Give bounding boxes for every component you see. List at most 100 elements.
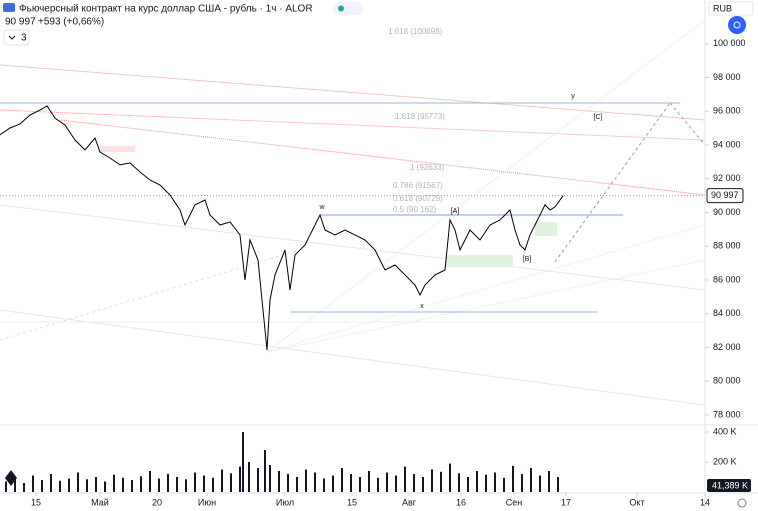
volume-bar (230, 473, 232, 492)
volume-bar (264, 450, 266, 492)
chevron (8, 35, 16, 40)
y-tick-label: 80 000 (713, 376, 741, 386)
annotation: x (420, 303, 424, 310)
volume-bar (278, 471, 280, 492)
trend-line (266, 19, 706, 353)
volume-bar (413, 474, 415, 492)
trend-line (266, 224, 706, 353)
volume-bar (185, 479, 187, 492)
y-tick-label: 86 000 (713, 274, 741, 284)
y-tick-label: 94 000 (713, 139, 741, 149)
x-tick-label: 20 (152, 497, 162, 507)
volume-bar (95, 477, 97, 492)
currency-selector[interactable] (708, 1, 754, 16)
x-tick-label: 17 (561, 497, 571, 507)
volume-bar (377, 477, 379, 492)
volume-bar (485, 474, 487, 492)
volume-bar (350, 474, 352, 492)
y2-tick-label: 400 K (713, 426, 737, 436)
trend-line (59, 119, 706, 196)
volume-bar (194, 472, 196, 492)
volume-bar (359, 477, 361, 492)
x-tick-label: Авг (402, 497, 417, 507)
x-tick-label: Июн (198, 497, 216, 507)
zone (535, 222, 557, 236)
last-volume-label: 41,389 K (712, 480, 748, 490)
volume-bar (494, 472, 496, 492)
volume-bar (440, 471, 442, 492)
volume-bar (77, 472, 79, 492)
y-tick-label: 90 000 (713, 207, 741, 217)
volume-bar (113, 474, 115, 492)
volume-bar (386, 472, 388, 492)
x-tick-label: Сен (506, 497, 523, 507)
trend-line (0, 109, 706, 141)
trend-line (266, 259, 706, 353)
volume-bar (332, 475, 334, 492)
x-tick-label: Июл (276, 497, 294, 507)
volume-bar (158, 478, 160, 492)
annotation: 0.618 (90729) (393, 194, 443, 203)
volume-bar (14, 477, 16, 492)
y2-tick-label: 200 K (713, 456, 737, 466)
volume-bar (296, 477, 298, 492)
volume-bar (341, 468, 343, 492)
volume-bar (404, 466, 406, 492)
currency: RUB (713, 3, 732, 13)
volume-bar (503, 477, 505, 492)
settings-button[interactable] (728, 16, 746, 34)
zone (445, 255, 513, 267)
volume-bar (521, 474, 523, 492)
flag-icon (3, 3, 15, 12)
volume-bar (368, 471, 370, 492)
y-tick-label: 84 000 (713, 308, 741, 318)
volume-bar (557, 477, 559, 492)
volume-bar (122, 477, 124, 492)
volume-bar (59, 480, 61, 492)
settings-icon (733, 21, 741, 29)
volume-bar (176, 477, 178, 492)
projection (669, 102, 706, 146)
last-price: 90 997 (5, 17, 36, 28)
volume-bar (269, 465, 271, 492)
y-tick-label: 96 000 (713, 106, 741, 116)
volume-bar (68, 478, 70, 492)
annotation: 1.618 (95773) (395, 112, 445, 121)
volume-bar (104, 481, 106, 492)
y-tick-label: 88 000 (713, 241, 741, 251)
volume-bar (32, 475, 34, 492)
volume-bar (323, 478, 325, 492)
trend-line (0, 64, 706, 121)
last-volume-tag (707, 479, 751, 492)
last-price-tag (706, 188, 744, 204)
volume-bar (41, 480, 43, 492)
volume-bar (314, 472, 316, 492)
volume-bar (86, 479, 88, 492)
volume-bar (50, 474, 52, 492)
volume-bar (5, 481, 7, 492)
y-tick-label: 100 000 (713, 38, 746, 48)
x-tick-label: 15 (347, 497, 357, 507)
title: Фьючерсный контракт на курс доллар США -… (19, 3, 313, 15)
annotation: [B] (523, 256, 532, 263)
volume-bar (467, 477, 469, 492)
volume-bar (476, 471, 478, 492)
volume-bar (140, 476, 142, 492)
annotation: [A] (451, 208, 460, 215)
trend-line (0, 204, 706, 291)
y-tick-label: 98 000 (713, 72, 741, 82)
volume-bar (458, 473, 460, 492)
scale-button[interactable] (737, 498, 747, 508)
volume-bar (167, 474, 169, 492)
status-badge[interactable] (333, 2, 363, 15)
annotation: 1 (92633) (410, 163, 445, 172)
y-tick-label: 82 000 (713, 342, 741, 352)
x-tick-label: 16 (456, 497, 466, 507)
trend-line (0, 249, 301, 341)
price-line (0, 105, 564, 351)
indicator-toggle[interactable] (3, 29, 30, 46)
volume-bar (395, 475, 397, 492)
volume-bar (242, 432, 244, 492)
volume-bar (248, 462, 250, 492)
